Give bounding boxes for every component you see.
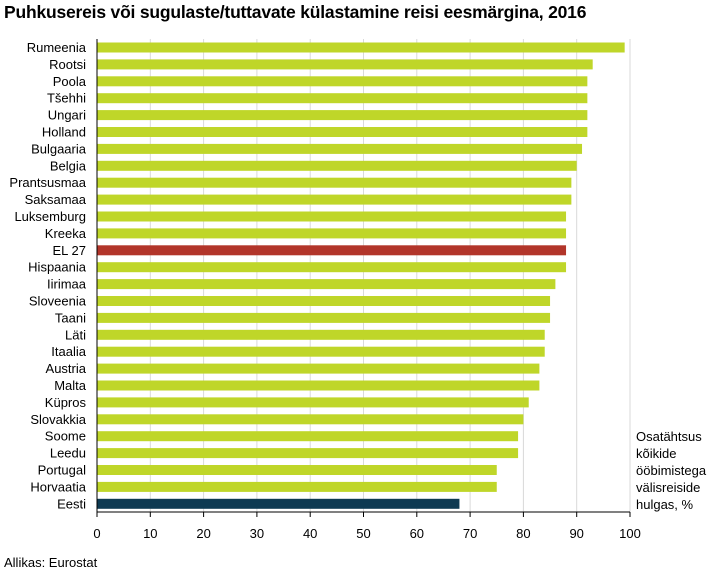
bar-24 [97,448,519,459]
category-label: Sloveenia [29,294,87,309]
bar-10 [97,211,567,222]
category-label: Itaalia [51,344,86,359]
category-label: Eesti [57,496,86,511]
category-label: Belgia [50,158,87,173]
x-axis: 0 10 20 30 40 50 60 70 80 90 100 [93,39,641,541]
bar-1 [97,59,593,70]
bar-8 [97,177,572,188]
category-label: Ungari [48,108,86,123]
category-label: Leedu [50,446,86,461]
bar-14 [97,279,556,290]
category-label: Kreeka [45,226,87,241]
bar-4 [97,110,588,121]
category-label: Rootsi [49,57,86,72]
chart-title: Puhkusereis või sugulaste/tuttavate küla… [4,2,587,22]
category-label: Prantsusmaa [9,175,86,190]
x-tick-label: 0 [93,526,100,541]
category-label: Hispaania [28,260,87,275]
bar-2 [97,76,588,87]
x-tick-label: 10 [143,526,157,541]
bar-9 [97,194,572,205]
source-note: Allikas: Eurostat [4,555,98,570]
x-tick-label: 30 [250,526,264,541]
bar-3 [97,93,588,104]
bar-19 [97,363,540,374]
category-label: Horvaatia [30,479,86,494]
bar-7 [97,160,577,171]
category-label: Soome [45,429,86,444]
bar-17 [97,329,545,340]
x-tick-label: 80 [516,526,530,541]
category-label: Saksamaa [25,192,87,207]
category-label: Malta [54,378,87,393]
bar-23 [97,431,519,442]
category-label: Holland [42,125,86,140]
category-label: Portugal [38,463,87,478]
x-tick-label: 40 [303,526,317,541]
bar-12 [97,245,567,256]
bar-20 [97,380,540,391]
unit-label: Osatähtsus kõikide ööbimistega välisreis… [636,429,707,512]
x-tick-label: 100 [619,526,641,541]
bar-13 [97,262,567,273]
bars [97,42,625,509]
x-tick-label: 70 [463,526,477,541]
bar-21 [97,397,529,408]
x-tick-label: 20 [196,526,210,541]
bar-22 [97,414,524,425]
x-tick-label: 50 [356,526,370,541]
category-label: Luksemburg [14,209,86,224]
category-label: Küpros [45,395,87,410]
category-label: EL 27 [53,243,87,258]
category-label: Tšehhi [47,91,86,106]
x-tick-label: 60 [410,526,424,541]
bar-5 [97,127,588,137]
bar-27 [97,498,460,509]
category-label: Rumeenia [27,40,87,55]
bar-25 [97,465,497,475]
category-label: Läti [65,327,86,342]
category-label: Bulgaaria [31,141,87,156]
category-label: Poola [53,74,87,89]
category-label: Austria [46,361,87,376]
bar-18 [97,346,545,357]
bar-0 [97,42,625,53]
category-label: Slovakkia [30,412,86,427]
bar-26 [97,481,497,492]
bar-6 [97,143,583,154]
bar-11 [97,228,567,239]
bar-16 [97,312,551,323]
category-labels: Rumeenia Rootsi Poola Tšehhi Ungari HollandBu… [9,40,86,511]
bar-15 [97,296,551,306]
category-label: Taani [55,310,86,325]
category-label: Iirimaa [47,277,87,292]
x-tick-label: 90 [569,526,583,541]
